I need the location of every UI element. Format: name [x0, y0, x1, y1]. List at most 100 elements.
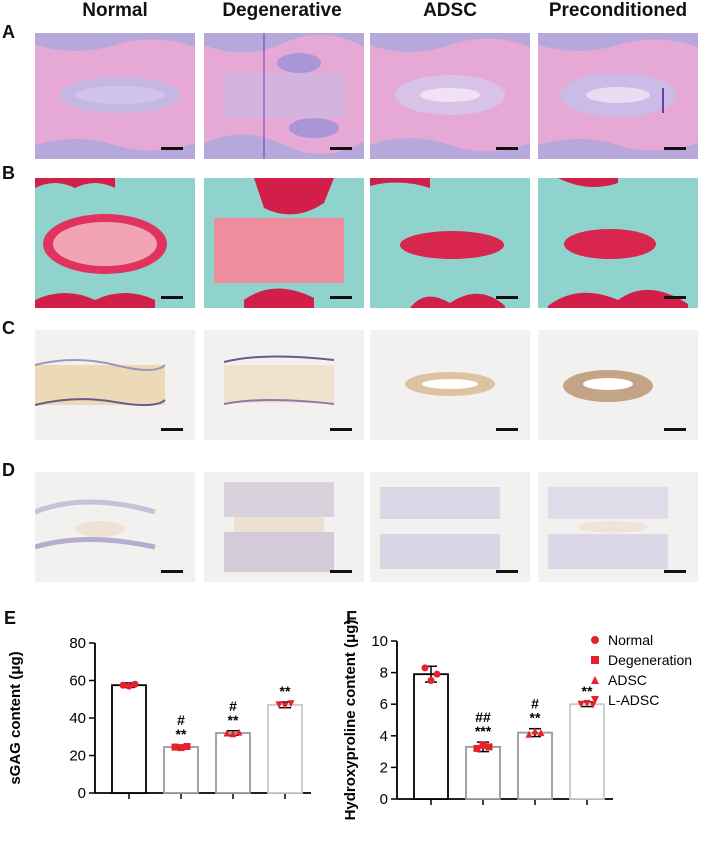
- tissue-image: [380, 487, 500, 569]
- y-tick-label: 4: [380, 728, 388, 745]
- chart-hydroxyproline-svg: 0 2 4 6 8 10 Hydroxyproline content (μg) ***## *…: [342, 620, 692, 821]
- histology-panel-d-preconditioned: [538, 472, 698, 582]
- y-tick-label: 20: [69, 748, 86, 765]
- data-point: [177, 744, 185, 752]
- histology-panel-a-preconditioned: [538, 33, 698, 159]
- panel-label-e: E: [4, 608, 17, 628]
- data-point: [427, 677, 435, 684]
- tissue-image: [35, 359, 166, 406]
- tissue-image: [35, 178, 167, 308]
- histology-panel-d-normal: [35, 472, 195, 582]
- significance-mark: ***: [475, 723, 492, 739]
- significance-mark: #: [229, 698, 237, 714]
- legend-marker: [591, 656, 599, 664]
- data-point: [171, 743, 179, 751]
- chart-hydroxyproline: 0 2 4 6 8 10 Hydroxyproline content (μg) *** ## *…: [340, 600, 709, 837]
- legend-marker: [591, 676, 599, 684]
- scale-bar: [161, 147, 183, 150]
- data-point: [235, 728, 243, 736]
- scale-bar: [664, 147, 686, 150]
- scale-bar: [330, 147, 352, 150]
- bar-normal: [111, 684, 147, 794]
- data-point: [421, 664, 429, 672]
- tissue-image: [214, 178, 344, 308]
- y-tick-label: 0: [380, 791, 388, 808]
- row-label-c: C: [2, 318, 15, 338]
- tissue-image: [563, 370, 653, 402]
- data-point: [229, 730, 237, 738]
- significance-mark: **: [530, 710, 541, 726]
- tissue-image: [204, 33, 364, 159]
- tissue-image: [35, 33, 195, 159]
- column-header-normal: Normal: [82, 0, 148, 21]
- tissue-image: [548, 178, 688, 308]
- scale-bar: [330, 570, 352, 573]
- scale-bar: [496, 428, 518, 431]
- legend-label: L-ADSC: [608, 692, 659, 708]
- histology-panel-b-normal: [35, 178, 195, 308]
- data-point: [131, 680, 139, 688]
- y-axis-label: Hydroxyproline content (μg): [342, 620, 359, 821]
- scale-bar: [330, 428, 352, 431]
- histology-panel-a-adsc: [370, 33, 530, 159]
- significance-mark: #: [531, 696, 539, 712]
- data-point: [433, 670, 441, 678]
- histology-panel-a-degenerative: [204, 33, 364, 159]
- tissue-image: [35, 499, 156, 550]
- y-tick-label: 0: [78, 785, 86, 802]
- scale-bar: [161, 570, 183, 573]
- tissue-image: [548, 487, 668, 569]
- histology-panel-a-normal: [35, 33, 195, 159]
- scale-bar: [330, 296, 352, 299]
- bar-normal: [413, 673, 449, 800]
- scale-bar: [496, 570, 518, 573]
- histology-panel-c-normal: [35, 330, 195, 440]
- y-tick-label: 8: [380, 665, 388, 682]
- histology-panel-b-preconditioned: [538, 178, 698, 308]
- column-header-degenerative: Degenerative: [222, 0, 342, 21]
- row-label-d: D: [2, 460, 15, 480]
- histology-panel-b-adsc: [370, 178, 530, 308]
- data-point: [183, 743, 191, 750]
- y-tick-label: 80: [69, 635, 86, 652]
- panel-label-f: F: [346, 608, 357, 628]
- column-header-adsc: ADSC: [423, 0, 477, 21]
- y-tick-label: 6: [380, 696, 388, 713]
- significance-mark: ##: [475, 709, 491, 725]
- data-point: [583, 699, 591, 707]
- histology-panel-c-adsc: [370, 330, 530, 440]
- data-point: [473, 744, 481, 752]
- data-point: [223, 729, 231, 737]
- significance-mark: **: [280, 683, 291, 699]
- significance-mark: **: [582, 683, 593, 699]
- scale-bar: [664, 296, 686, 299]
- y-axis-label: sGAG content (μg): [7, 651, 24, 784]
- tissue-image: [224, 482, 334, 572]
- column-header-preconditioned: Preconditioned: [548, 0, 688, 21]
- tissue-image: [370, 33, 530, 159]
- row-label-b: B: [2, 163, 15, 183]
- data-point: [281, 702, 289, 710]
- legend-label: Normal: [608, 632, 653, 648]
- bar-adsc: [215, 732, 251, 794]
- y-tick-label: 10: [371, 633, 388, 650]
- significance-mark: **: [228, 712, 239, 728]
- legend-label: Degeneration: [608, 652, 692, 668]
- tissue-image: [223, 355, 335, 405]
- data-point: [537, 729, 545, 737]
- chart-sgag: 0 20 40 60 80 sGAG content (μg) ** # ** # **: [0, 600, 340, 837]
- legend-marker: [591, 636, 599, 644]
- bar-l-adsc: [267, 703, 303, 794]
- data-point: [479, 741, 487, 749]
- data-point: [525, 730, 533, 738]
- y-tick-label: 2: [380, 759, 388, 776]
- data-point: [531, 727, 539, 735]
- legend-marker: [591, 696, 599, 704]
- data-point: [125, 682, 133, 690]
- histology-panel-d-adsc: [370, 472, 530, 582]
- bar-degeneration: [465, 745, 501, 800]
- histology-panel-c-preconditioned: [538, 330, 698, 440]
- scale-bar: [664, 570, 686, 573]
- histology-panel-c-degenerative: [204, 330, 364, 440]
